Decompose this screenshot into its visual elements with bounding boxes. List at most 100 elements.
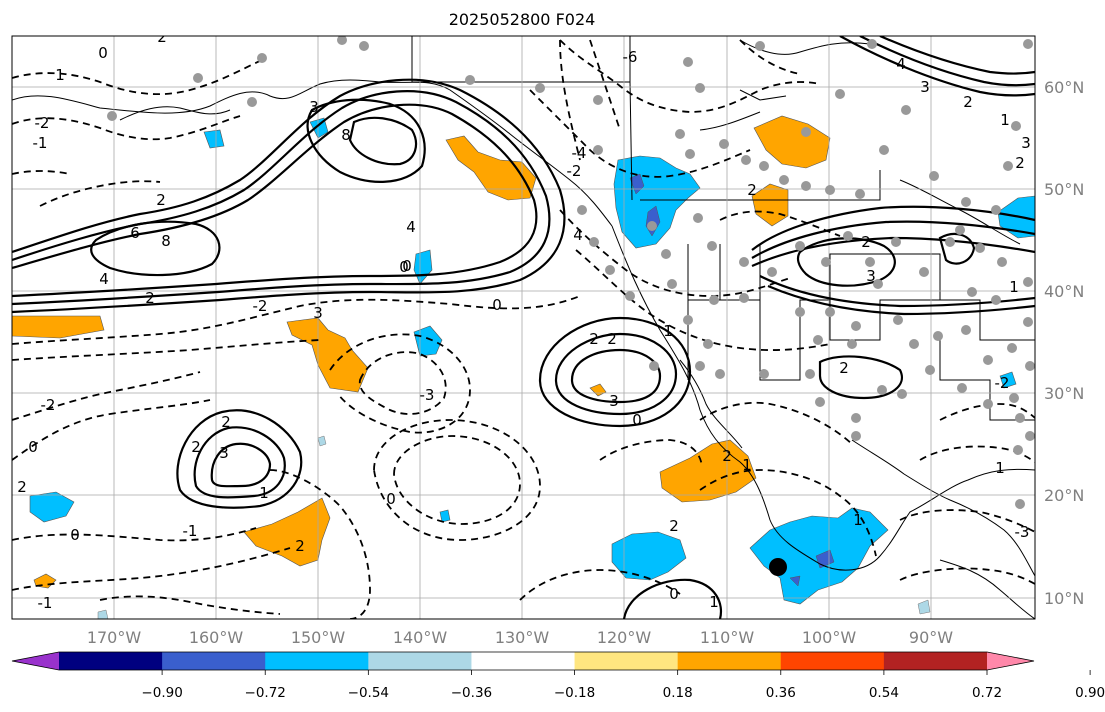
latitude-axis: 60°N 50°N 40°N 30°N 20°N 10°N (1044, 78, 1084, 608)
contour-label: -1 (183, 522, 198, 540)
contour-label-layer: 012-2-1868432240-2302231-30-2023210-1202… (17, 28, 1031, 612)
colorbar-tick-label: −0.90 (141, 685, 182, 701)
shade-orange-canada (753, 115, 831, 169)
longitude-axis: 170°W 160°W 150°W 140°W 130°W 120°W 110°… (87, 628, 953, 647)
contour-label: 0 (386, 490, 396, 508)
colorbar-tick-label: 0.72 (972, 685, 1002, 701)
contour-label: 2 (145, 289, 155, 307)
colorbar-swatch (59, 652, 163, 670)
colorbar-swatch (883, 652, 988, 670)
contour-label: 0 (402, 257, 412, 275)
station-markers (107, 36, 1035, 509)
lon-tick-label: 140°W (393, 628, 448, 647)
lon-tick-label: 160°W (189, 628, 244, 647)
contour-label: 4 (896, 55, 906, 73)
shade-orange-150w-35n (286, 317, 369, 393)
lat-tick-label: 50°N (1044, 180, 1084, 199)
contour-label: 1 (742, 456, 752, 474)
colorbar-tick-label: 0.90 (1075, 685, 1105, 701)
colorbar-swatch (368, 652, 472, 670)
colorbar-extend-high (987, 652, 1034, 670)
contour-label: 0 (98, 44, 108, 62)
contour-label: 2 (589, 330, 599, 348)
solid-contours (12, 36, 1035, 619)
contour-label: 2 (1015, 154, 1025, 172)
lat-tick-label: 20°N (1044, 486, 1084, 505)
lat-tick-label: 40°N (1044, 282, 1084, 301)
contour-label: 0 (492, 296, 502, 314)
map-panel: 012-2-1868432240-2302231-30-2023210-1202… (11, 28, 1036, 620)
contour-label: 2 (157, 28, 167, 46)
colorbar-tick-label: 0.54 (869, 685, 899, 701)
lat-tick-label: 10°N (1044, 589, 1084, 608)
map-frame (11, 35, 1036, 620)
colorbar-swatch (780, 652, 885, 670)
graticule-layer (12, 36, 1035, 619)
lat-tick-label: 60°N (1044, 78, 1084, 97)
lon-tick-label: 170°W (87, 628, 142, 647)
colorbar-swatch (471, 652, 576, 670)
coastline-layer (12, 36, 1035, 619)
contour-label: -3 (420, 386, 435, 404)
contour-label: 2 (861, 233, 871, 251)
colorbar-tick-label: −0.36 (451, 685, 492, 701)
contour-label: 1 (663, 322, 673, 340)
figure-title: 2025052800 F024 (449, 10, 596, 29)
contour-label: -2 (567, 162, 582, 180)
colorbar-tick-label: −0.18 (554, 685, 595, 701)
contour-label: -2 (41, 396, 56, 414)
colorbar-swatch (677, 652, 782, 670)
lat-tick-label: 30°N (1044, 384, 1084, 403)
colorbar-tick-label: −0.54 (348, 685, 389, 701)
contour-label: -6 (623, 48, 638, 66)
contour-label: 3 (219, 444, 229, 462)
colorbar-extend-low (12, 652, 59, 670)
colorbar-tick-label: 0.18 (663, 685, 693, 701)
storm-center-dot (769, 558, 787, 576)
shade-blue-120w-15n (611, 531, 687, 581)
contour-label: 2 (963, 93, 973, 111)
contour-label: -2 (35, 114, 50, 132)
colorbar-tick-label: 0.36 (766, 685, 796, 701)
shade-orange-canada-small (751, 183, 789, 227)
colorbar-tick-label: −0.72 (245, 685, 286, 701)
shade-lightblue-fringe (97, 435, 931, 619)
lon-tick-label: 120°W (597, 628, 652, 647)
contour-label: -2 (995, 374, 1010, 392)
lon-tick-label: 90°W (909, 628, 953, 647)
dashed-contours (12, 39, 1035, 619)
contour-label: 6 (130, 224, 140, 242)
contour-label: 2 (156, 191, 166, 209)
contour-label: 4 (573, 226, 583, 244)
contour-label: 2 (669, 517, 679, 535)
contour-label: -2 (253, 297, 268, 315)
lon-tick-label: 150°W (291, 628, 346, 647)
contour-label: 1 (1009, 278, 1019, 296)
contour-layer (12, 36, 1035, 619)
contour-label: 1 (709, 593, 719, 611)
contour-label: 1 (853, 511, 863, 529)
contour-label: 0 (669, 585, 679, 603)
contour-label: -1 (33, 134, 48, 152)
shade-orange-west-edge (12, 315, 105, 339)
colorbar-swatch (265, 652, 369, 670)
colorbar-swatch (574, 652, 679, 670)
colorbar: −0.90 −0.72 −0.54 −0.36 −0.18 0.18 0.36 0.54 0.7… (11, 651, 1105, 701)
colorbar-labels: −0.90 −0.72 −0.54 −0.36 −0.18 0.18 0.36 0.54 0.7… (141, 670, 1105, 701)
shade-orange-ak-coast (445, 135, 537, 201)
contour-label: 2 (17, 478, 27, 496)
contour-label: 1 (55, 66, 65, 84)
contour-label: 3 (609, 392, 619, 410)
shade-blue-small-set (203, 117, 1017, 523)
contour-label: -4 (572, 144, 587, 162)
contour-label: 1 (995, 459, 1005, 477)
contour-label: 3 (866, 267, 876, 285)
contour-label: 3 (309, 98, 319, 116)
contour-label: 2 (839, 359, 849, 377)
contour-label: 2 (747, 181, 757, 199)
contour-label: 8 (341, 126, 351, 144)
contour-label: 0 (632, 411, 642, 429)
colorbar-outline (11, 651, 1035, 671)
contour-label: 1 (1000, 111, 1010, 129)
